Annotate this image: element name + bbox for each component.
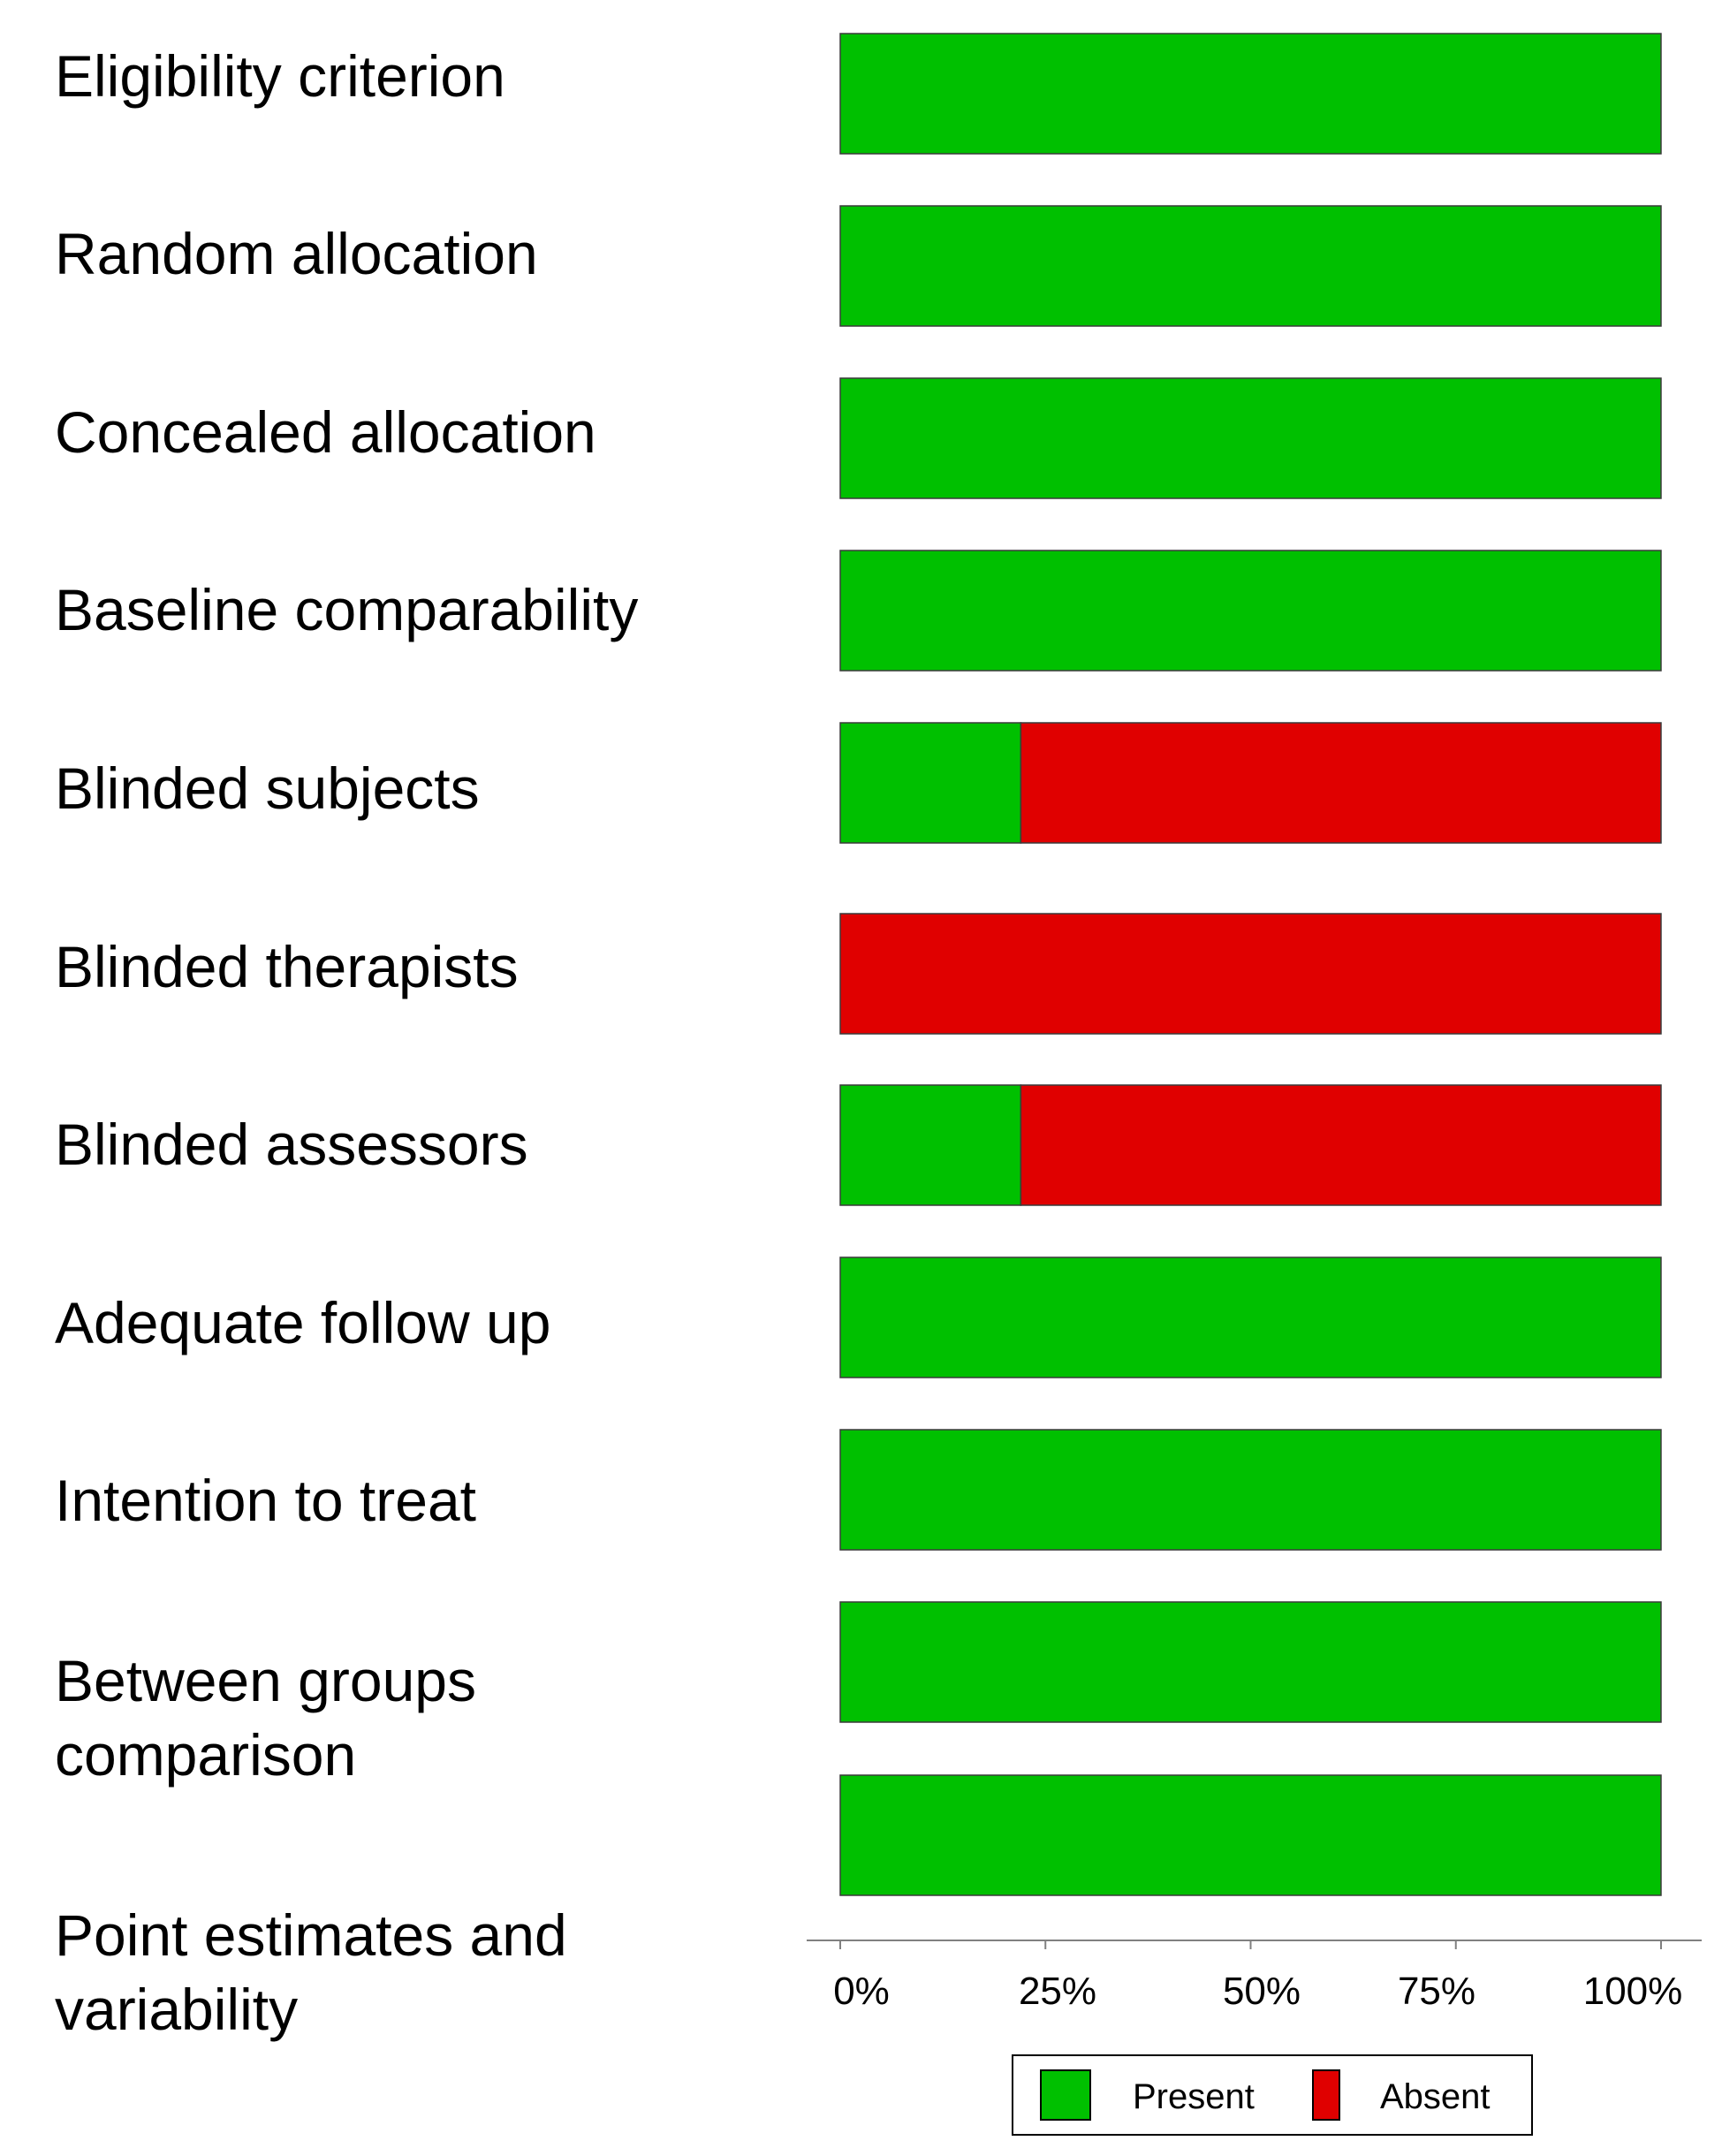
x-tick-label: 75% [1398, 1970, 1475, 2013]
category-label: Blinded therapists [55, 934, 519, 999]
legend-label-present: Present [1133, 2077, 1255, 2116]
category-label: Blinded subjects [55, 755, 480, 821]
bar-present-10 [839, 1774, 1662, 1896]
category-label: Random allocation [55, 221, 538, 286]
category-label: Point estimates and variability [55, 1902, 567, 2042]
category-label: Baseline comparability [55, 577, 639, 642]
category-label: Concealed allocation [55, 399, 596, 465]
legend: Present Absent [1012, 2054, 1533, 2136]
bar-present-2 [839, 377, 1662, 499]
bar-present-8 [839, 1429, 1662, 1551]
x-tick-label: 0% [833, 1970, 890, 2013]
bar-present-4 [839, 722, 1022, 844]
legend-swatch-absent [1312, 2069, 1340, 2121]
bar-absent-6 [1020, 1084, 1662, 1206]
bar-present-0 [839, 33, 1662, 155]
category-label: Between groups comparison [55, 1648, 476, 1788]
category-label: Intention to treat [55, 1468, 476, 1533]
bar-present-3 [839, 550, 1662, 672]
bar-present-9 [839, 1601, 1662, 1723]
x-tick-label: 25% [1019, 1970, 1096, 2013]
bar-absent-4 [1020, 722, 1662, 844]
category-label: Blinded assessors [55, 1112, 528, 1177]
legend-box [1012, 2054, 1533, 2136]
bars [839, 33, 1662, 1896]
bar-present-1 [839, 205, 1662, 327]
category-label: Eligibility criterion [55, 43, 505, 109]
bar-absent-5 [839, 913, 1662, 1035]
legend-swatch-present [1040, 2069, 1091, 2121]
x-tick-label: 50% [1223, 1970, 1301, 2013]
x-axis: 0% 25% 50% 75% 100% [807, 1940, 1702, 2013]
category-label: Adequate follow up [55, 1290, 551, 1355]
legend-label-absent: Absent [1380, 2077, 1491, 2116]
x-tick-label: 100% [1583, 1970, 1683, 2013]
bar-present-6 [839, 1084, 1022, 1206]
bar-present-7 [839, 1256, 1662, 1378]
